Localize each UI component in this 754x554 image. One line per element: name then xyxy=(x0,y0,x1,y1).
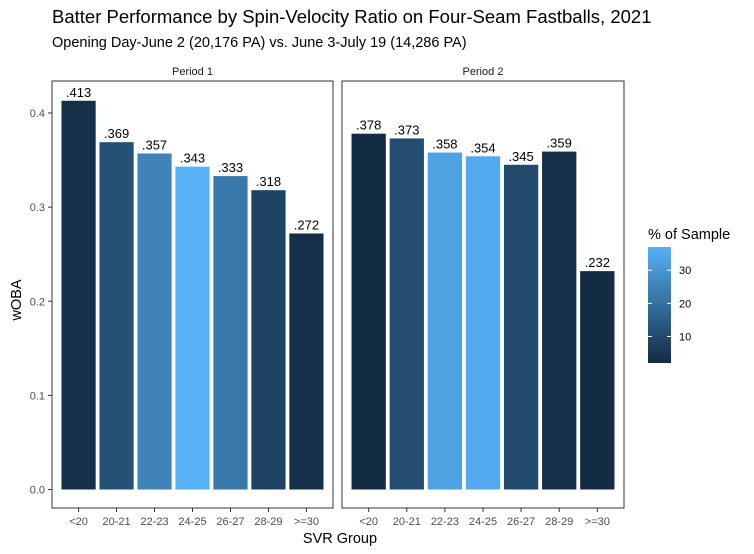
bar-value-label: .318 xyxy=(256,174,281,189)
bar-value-label: .272 xyxy=(294,217,319,232)
x-tick-label: 20-21 xyxy=(102,516,130,528)
bar xyxy=(503,164,539,490)
x-tick-label: >=30 xyxy=(294,516,319,528)
x-tick-label: 26-27 xyxy=(216,516,244,528)
bar-value-label: .413 xyxy=(66,85,91,100)
facet-panel: Period 1 .413 <20 .369 20-21 .357 22-23 .343 24-… xyxy=(51,66,334,528)
x-tick-label: 26-27 xyxy=(507,516,535,528)
y-tick-label: 0.1 xyxy=(30,390,45,402)
x-axis-label: SVR Group xyxy=(303,531,377,547)
facet-panels: Period 1 .413 <20 .369 20-21 .357 22-23 .343 24-… xyxy=(51,66,625,528)
legend-tick-label: 10 xyxy=(679,331,691,343)
x-tick-label: <20 xyxy=(69,516,88,528)
x-tick-label: 24-25 xyxy=(469,516,497,528)
bar xyxy=(389,138,424,490)
legend-ticks: 10 20 30 xyxy=(648,265,691,343)
facet-strip-label: Period 2 xyxy=(463,66,504,78)
bar xyxy=(289,233,324,490)
chart-title: Batter Performance by Spin-Velocity Rati… xyxy=(52,6,651,27)
bar xyxy=(61,100,96,490)
bar xyxy=(213,176,248,490)
facet-strip-label: Period 1 xyxy=(172,66,213,78)
color-legend: % of Sample 10 20 30 xyxy=(648,227,730,363)
bar-value-label: .333 xyxy=(218,160,243,175)
legend-tick-label: 30 xyxy=(679,265,691,277)
bar xyxy=(175,166,210,490)
y-tick-label: 0.0 xyxy=(30,485,45,497)
x-tick-label: 22-23 xyxy=(431,516,459,528)
x-tick-label: 28-29 xyxy=(254,516,282,528)
bar xyxy=(465,156,501,490)
bar-value-label: .354 xyxy=(470,140,495,155)
bar-value-label: .232 xyxy=(585,255,610,270)
x-tick-label: 22-23 xyxy=(140,516,168,528)
y-axis-label: wOBA xyxy=(9,279,25,321)
x-tick-label: <20 xyxy=(359,516,378,528)
bar-value-label: .373 xyxy=(394,122,419,137)
legend-tick-label: 20 xyxy=(679,298,691,310)
bar-value-label: .357 xyxy=(142,137,167,152)
x-tick-label: 20-21 xyxy=(393,516,421,528)
y-axis: 0.0 0.1 0.2 0.3 0.4 xyxy=(30,108,52,497)
bar xyxy=(542,151,577,490)
bar xyxy=(580,271,615,490)
y-tick-label: 0.4 xyxy=(30,108,45,120)
x-tick-label: >=30 xyxy=(585,516,610,528)
y-tick-label: 0.2 xyxy=(30,296,45,308)
bar xyxy=(137,153,172,490)
bar-value-label: .343 xyxy=(180,151,205,166)
y-tick-label: 0.3 xyxy=(30,202,45,214)
x-tick-label: 28-29 xyxy=(545,516,573,528)
bar-value-label: .378 xyxy=(356,118,381,133)
legend-title: % of Sample xyxy=(648,227,730,243)
bar-value-label: .369 xyxy=(104,126,129,141)
facet-panel: Period 2 .378 <20 .373 20-21 .358 22-23 .354 24-… xyxy=(341,66,625,528)
bar xyxy=(251,190,286,490)
bar xyxy=(427,152,463,490)
bar-value-label: .345 xyxy=(508,149,533,164)
legend-colorbar xyxy=(648,247,671,363)
bar-value-label: .358 xyxy=(432,137,457,152)
chart-subtitle: Opening Day-June 2 (20,176 PA) vs. June … xyxy=(52,35,467,51)
bar xyxy=(99,142,134,490)
bar-value-label: .359 xyxy=(547,136,572,151)
bar xyxy=(351,133,386,490)
x-tick-label: 24-25 xyxy=(178,516,206,528)
